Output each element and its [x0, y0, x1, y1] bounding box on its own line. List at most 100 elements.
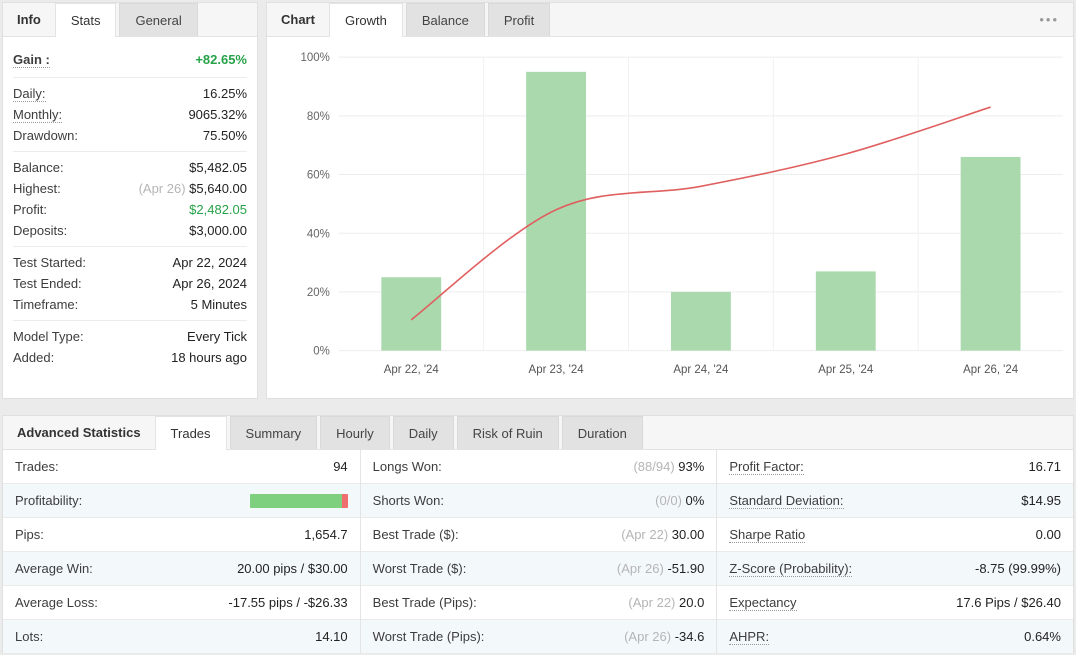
info-panel: Info Stats General Gain : +82.65% Daily:…	[2, 2, 258, 399]
svg-text:Apr 23, '24: Apr 23, '24	[529, 364, 585, 376]
average-win-row: Average Win: 20.00 pips / $30.00	[3, 552, 360, 586]
stats-column-3: Profit Factor: 16.71 Standard Deviation:…	[716, 450, 1073, 654]
timeframe-label: Timeframe:	[13, 297, 79, 312]
sharpe-ratio-row: Sharpe Ratio 0.00	[717, 518, 1073, 552]
tab-stats[interactable]: Stats	[54, 3, 117, 37]
drawdown-label: Drawdown:	[13, 128, 79, 143]
trades-row: Trades: 94	[3, 450, 360, 484]
best-trade-pips-label: Best Trade (Pips):	[372, 595, 477, 610]
chart-panel-tabbar: Chart Growth Balance Profit •••	[267, 3, 1073, 37]
chart-menu-icon[interactable]: •••	[1039, 12, 1059, 27]
svg-text:60%: 60%	[307, 170, 330, 182]
worst-trade-pips-label: Worst Trade (Pips):	[372, 629, 485, 644]
test-ended-label: Test Ended:	[13, 276, 82, 291]
average-win-value: 20.00 pips / $30.00	[237, 561, 348, 576]
daily-row: Daily: 16.25%	[13, 83, 247, 104]
added-value: 18 hours ago	[171, 350, 247, 365]
worst-trade-pips-date: (Apr 26)	[624, 629, 672, 644]
standard-deviation-value: $14.95	[1021, 493, 1061, 508]
tab-general[interactable]: General	[119, 3, 198, 36]
tab-trades[interactable]: Trades	[154, 416, 227, 450]
info-panel-tabbar: Info Stats General	[3, 3, 257, 37]
profit-factor-value: 16.71	[1028, 459, 1061, 474]
stats-panel-title: Advanced Statistics	[17, 425, 141, 440]
lots-row: Lots: 14.10	[3, 620, 360, 654]
gain-label[interactable]: Gain :	[13, 52, 50, 68]
model-group: Model Type: Every Tick Added: 18 hours a…	[13, 320, 247, 373]
added-label: Added:	[13, 350, 55, 365]
gain-value: +82.65%	[195, 52, 247, 67]
trades-label: Trades:	[15, 459, 59, 474]
average-win-label: Average Win:	[15, 561, 93, 576]
tab-duration[interactable]: Duration	[561, 416, 643, 449]
average-loss-row: Average Loss: -17.55 pips / -$26.33	[3, 586, 360, 620]
tab-hourly[interactable]: Hourly	[320, 416, 390, 449]
tab-profit[interactable]: Profit	[487, 3, 551, 36]
daily-label[interactable]: Daily:	[13, 86, 46, 102]
expectancy-label[interactable]: Expectancy	[729, 594, 797, 611]
svg-text:20%: 20%	[307, 287, 330, 299]
info-panel-title: Info	[17, 12, 41, 27]
expectancy-row: Expectancy 17.6 Pips / $26.40	[717, 586, 1073, 620]
svg-text:0%: 0%	[313, 346, 330, 358]
worst-trade-usd-row: Worst Trade ($): (Apr 26) -51.90	[360, 552, 717, 586]
best-trade-usd-label: Best Trade ($):	[372, 527, 459, 542]
best-trade-usd-row: Best Trade ($): (Apr 22) 30.00	[360, 518, 717, 552]
added-row: Added: 18 hours ago	[13, 347, 247, 368]
monthly-value: 9065.32%	[188, 107, 247, 122]
monthly-row: Monthly: 9065.32%	[13, 104, 247, 125]
stats-column-2: Longs Won: (88/94) 93% Shorts Won: (0/0)…	[359, 450, 717, 654]
ahpr-label[interactable]: AHPR:	[729, 628, 770, 645]
timeframe-row: Timeframe: 5 Minutes	[13, 294, 247, 315]
stats-panel-tabbar: Advanced Statistics Trades Summary Hourl…	[3, 416, 1073, 450]
profitability-row: Profitability:	[3, 484, 360, 518]
highest-date: (Apr 26)	[138, 181, 186, 196]
standard-deviation-label[interactable]: Standard Deviation:	[729, 492, 844, 509]
highest-label: Highest:	[13, 181, 61, 196]
balance-row: Balance: $5,482.05	[13, 157, 247, 178]
lots-value: 14.10	[315, 629, 348, 644]
test-ended-row: Test Ended: Apr 26, 2024	[13, 273, 247, 294]
trades-value: 94	[333, 459, 348, 474]
test-group: Test Started: Apr 22, 2024 Test Ended: A…	[13, 246, 247, 320]
sharpe-ratio-label[interactable]: Sharpe Ratio	[729, 526, 806, 543]
balance-group: Balance: $5,482.05 Highest: (Apr 26) $5,…	[13, 151, 247, 246]
tab-daily[interactable]: Daily	[392, 416, 454, 449]
best-trade-pips-row: Best Trade (Pips): (Apr 22) 20.0	[360, 586, 717, 620]
gain-row: Gain : +82.65%	[13, 48, 247, 72]
tab-growth[interactable]: Growth	[328, 3, 403, 37]
profit-factor-label[interactable]: Profit Factor:	[729, 458, 804, 475]
lots-label: Lots:	[15, 629, 44, 644]
best-trade-pips-value: 20.0	[679, 595, 705, 610]
info-panel-body: Gain : +82.65% Daily: 16.25% Monthly: 90…	[3, 37, 257, 373]
best-trade-usd-value: 30.00	[671, 527, 705, 542]
stats-column-1: Trades: 94 Profitability: Pips: 1,654.7 …	[3, 450, 360, 654]
gain-group: Gain : +82.65%	[13, 43, 247, 77]
worst-trade-usd-date: (Apr 26)	[616, 561, 664, 576]
stats-table: Trades: 94 Profitability: Pips: 1,654.7 …	[3, 450, 1073, 654]
profitability-bar-loss	[341, 493, 348, 508]
svg-text:Apr 22, '24: Apr 22, '24	[384, 364, 440, 376]
growth-chart: 0% 20% 40% 60% 80% 100% Apr 22, '24 Apr 23, '24…	[267, 37, 1073, 398]
standard-deviation-row: Standard Deviation: $14.95	[717, 484, 1073, 518]
svg-text:Apr 24, '24: Apr 24, '24	[673, 364, 729, 376]
z-score-label[interactable]: Z-Score (Probability):	[729, 560, 853, 577]
ahpr-row: AHPR: 0.64%	[717, 620, 1073, 654]
tab-balance[interactable]: Balance	[405, 3, 485, 36]
profit-row: Profit: $2,482.05	[13, 199, 247, 220]
tab-summary[interactable]: Summary	[229, 416, 318, 449]
shorts-won-label: Shorts Won:	[372, 493, 444, 508]
monthly-label[interactable]: Monthly:	[13, 107, 63, 123]
worst-trade-usd-value: -51.90	[667, 561, 705, 576]
test-started-value: Apr 22, 2024	[172, 255, 247, 270]
deposits-value: $3,000.00	[189, 223, 247, 238]
growth-chart-svg: 0% 20% 40% 60% 80% 100% Apr 22, '24 Apr 23, '24…	[301, 52, 1064, 376]
worst-trade-pips-value: -34.6	[674, 629, 705, 644]
worst-trade-pips-row: Worst Trade (Pips): (Apr 26) -34.6	[360, 620, 717, 654]
profitability-bar	[249, 493, 348, 508]
balance-label: Balance:	[13, 160, 64, 175]
pips-value: 1,654.7	[304, 527, 348, 542]
tab-risk-of-ruin[interactable]: Risk of Ruin	[456, 416, 559, 449]
z-score-value: -8.75 (99.99%)	[974, 561, 1061, 576]
